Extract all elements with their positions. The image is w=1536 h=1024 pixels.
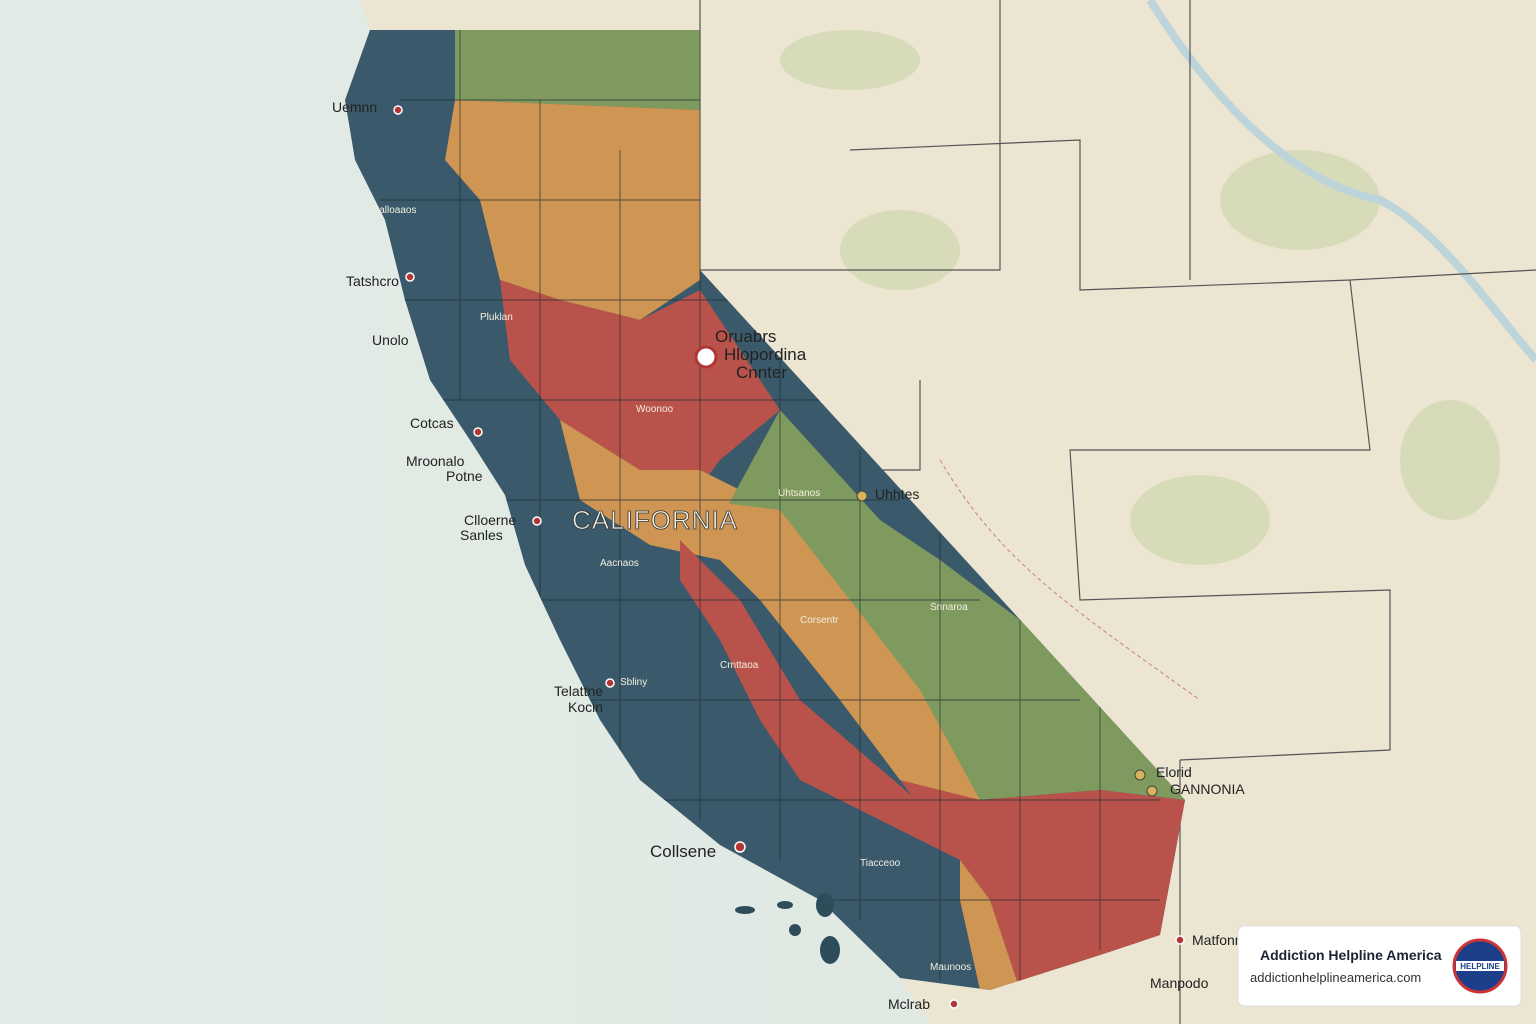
- city-label: Unolo: [372, 332, 409, 348]
- city-markers: [393, 105, 1185, 1009]
- city-label: Uemnn: [332, 99, 377, 115]
- region-label: Calloaaos: [372, 205, 416, 216]
- city-label: Sanles: [460, 527, 503, 543]
- islands: [735, 893, 840, 964]
- region-label: Sbliny: [620, 677, 647, 688]
- east-markers: [856, 490, 1158, 797]
- feature-label: Cnnter: [736, 363, 787, 382]
- region-label: Corsentr: [800, 615, 839, 626]
- region-label: Pluklan: [480, 312, 513, 323]
- city-label: Clloerne: [464, 512, 516, 528]
- feature-label: Oruabrs: [715, 327, 776, 346]
- badge-logo-band: [1456, 961, 1504, 971]
- badge-url: addictionhelplineamerica.com: [1250, 970, 1421, 985]
- city-label: Collsene: [650, 842, 716, 861]
- feature-label: Hlopordina: [724, 345, 807, 364]
- vegetation: [780, 30, 1500, 565]
- region-label: Woonoo: [636, 404, 674, 415]
- city-label: Uhhtes: [875, 486, 919, 502]
- badge: Addiction Helpline America addictionhelp…: [1237, 925, 1522, 1007]
- city-label: Telattne: [554, 683, 603, 699]
- city-label: Matfonn: [1192, 932, 1243, 948]
- badge-title: Addiction Helpline America: [1260, 947, 1442, 963]
- city-label: Mclrab: [888, 996, 930, 1012]
- city-label: Potne: [446, 468, 483, 484]
- region-label: Maunoos: [930, 962, 971, 973]
- region-label: Uhtsanos: [778, 488, 820, 499]
- badge-logo-text: HELPLINE: [1460, 962, 1500, 971]
- city-label: Mroonalo: [406, 453, 465, 469]
- river: [1146, 0, 1536, 363]
- route: [939, 459, 1201, 701]
- region-label: Crnttaoa: [720, 660, 759, 671]
- region-label: Tiacceoo: [860, 858, 901, 869]
- city-label: Kocin: [568, 699, 603, 715]
- city-label: Cotcas: [410, 415, 454, 431]
- region-label: Aacnaos: [600, 558, 639, 569]
- city-label: Elorid: [1156, 764, 1192, 780]
- city-label: GANNONIA: [1170, 781, 1245, 797]
- region-label: Snnaroa: [930, 602, 968, 613]
- city-label: Manpodo: [1150, 975, 1209, 991]
- badge-box: [1237, 925, 1522, 1007]
- state-label: CALIFORNIA: [572, 505, 738, 535]
- city-label: Tatshcro: [346, 273, 399, 289]
- feature-marker: [694, 345, 718, 369]
